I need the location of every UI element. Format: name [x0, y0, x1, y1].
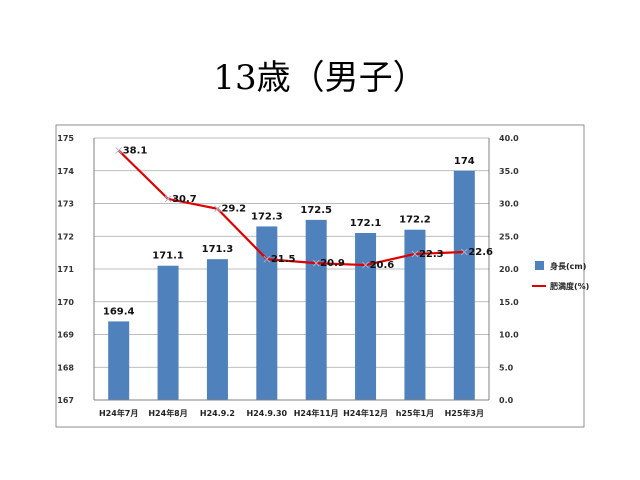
line-value-label: 22.6: [468, 247, 493, 258]
legend-label-bar: 身長(cm): [550, 261, 586, 271]
y-right-tick-label: 40.0: [499, 134, 519, 143]
data-labels: 169.4 171.1 171.3 172.3 172.5 172.1 172.2 174 38…: [103, 145, 493, 317]
bar: [453, 170, 475, 400]
x-tick-label: H24年7月: [99, 408, 138, 418]
x-tick-label: H24年12月: [343, 408, 388, 418]
y-left-tick-label: 175: [57, 134, 74, 143]
x-tick-label: H24年11月: [294, 408, 339, 418]
y-left-tick-label: 169: [57, 331, 74, 340]
y-right-tick-label: 0.0: [499, 396, 514, 405]
bar: [108, 321, 130, 400]
line-point: [460, 248, 468, 256]
bar-value-label: 172.2: [399, 215, 431, 226]
y-right-tick-label: 5.0: [499, 363, 514, 372]
bar-series: [108, 170, 475, 400]
y-left-tick-label: 172: [57, 232, 74, 241]
bar: [305, 219, 327, 400]
x-tick-label: H24年8月: [148, 408, 187, 418]
page-title: 13歳（男子）: [213, 58, 427, 98]
bar-value-label: 172.3: [251, 211, 283, 222]
bar-value-label: 172.5: [300, 205, 332, 216]
line-value-label: 38.1: [123, 145, 148, 156]
x-tick-label: H25年3月: [445, 408, 484, 418]
axes: 167 168 169 170 171 172 173 174 175 0.0 5.0 10.0 15.…: [57, 134, 519, 418]
y-left-tick-label: 168: [57, 363, 74, 372]
line-point: [312, 259, 320, 267]
line-marker-stroke: [460, 248, 468, 256]
line-point: [115, 147, 123, 154]
line-marker-stroke: [214, 205, 221, 213]
line-series: [115, 147, 468, 269]
x-tick-label: H24.9.2: [200, 409, 235, 418]
y-right-tick-label: 35.0: [499, 167, 519, 176]
bar: [157, 265, 179, 400]
bar: [355, 232, 377, 400]
line-point: [263, 255, 271, 263]
y-right-tick-label: 15.0: [499, 298, 519, 307]
y-right-tick-label: 30.0: [499, 200, 519, 209]
line-value-label: 22.3: [419, 249, 444, 260]
line-point: [214, 205, 221, 213]
y-left-tick-label: 174: [57, 167, 74, 176]
line-marker-stroke: [115, 147, 123, 154]
y-right-tick-label: 20.0: [499, 265, 519, 274]
line-value-label: 30.7: [172, 194, 197, 205]
legend-label-line: 肥満度(%): [550, 281, 589, 291]
bar-value-label: 172.1: [350, 218, 382, 229]
line-point: [411, 250, 419, 258]
line-marker-stroke: [263, 255, 271, 263]
bar: [404, 229, 426, 400]
legend-swatch-bar: [535, 261, 544, 270]
line-marker-stroke: [362, 261, 369, 269]
line-path: [117, 149, 465, 267]
y-left-tick-label: 171: [57, 265, 74, 274]
line-value-label: 20.6: [370, 260, 395, 271]
bar-value-label: 171.1: [152, 251, 184, 262]
y-left-tick-label: 173: [57, 200, 74, 209]
line-point: [164, 195, 172, 203]
x-tick-label: h25年1月: [396, 408, 434, 418]
line-point: [362, 261, 369, 269]
y-right-tick-label: 25.0: [499, 232, 519, 241]
bar: [256, 226, 278, 400]
line-value-label: 29.2: [221, 204, 246, 215]
x-tick-label: H24.9.30: [247, 409, 288, 418]
bar-value-label: 174: [454, 156, 475, 167]
line-value-label: 20.9: [320, 258, 345, 269]
line-marker-stroke: [411, 250, 419, 258]
y-left-tick-label: 170: [57, 298, 74, 307]
bar-value-label: 171.3: [202, 244, 234, 255]
bar-value-label: 169.4: [103, 306, 135, 317]
legend: 身長(cm) 肥満度(%): [532, 261, 589, 291]
bar: [206, 259, 228, 400]
y-left-tick-label: 167: [57, 396, 74, 405]
line-value-label: 21.5: [271, 254, 296, 265]
line-marker-stroke: [312, 259, 320, 267]
y-right-tick-label: 10.0: [499, 331, 519, 340]
line-marker-stroke: [164, 195, 172, 203]
